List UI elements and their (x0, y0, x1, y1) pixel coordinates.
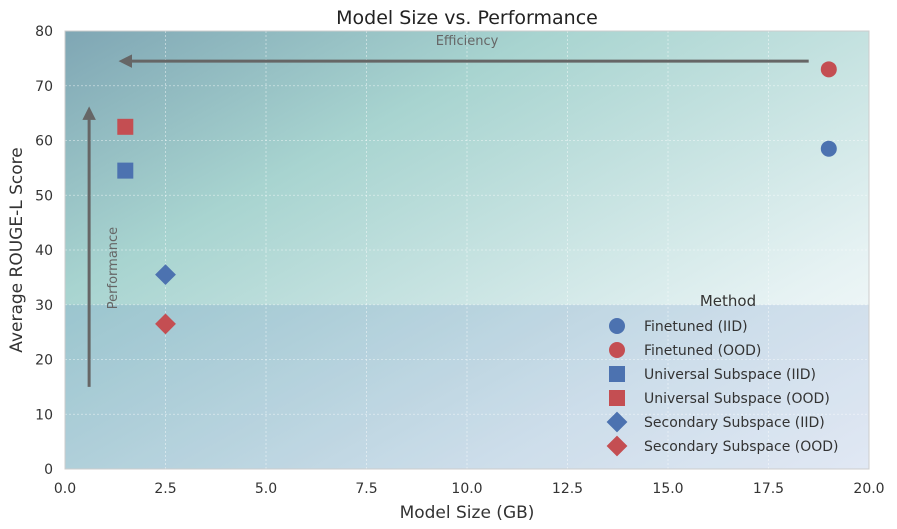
y-tick-label: 10 (35, 407, 53, 423)
plot-border (64, 30, 870, 470)
x-axis-ticks: 0.0 2.5 5.0 7.5 10.0 12.5 15.0 17.5 20.0 (54, 481, 885, 497)
x-axis-title: Model Size (GB) (400, 503, 535, 523)
marker-universal-subspace-ood (117, 118, 134, 135)
x-tick-label: 20.0 (853, 481, 884, 497)
y-axis-title: Average ROUGE-L Score (7, 147, 27, 352)
annotations: Efficiency Performance (82, 34, 809, 387)
x-tick-label: 0.0 (54, 481, 76, 497)
legend-title: Method (700, 292, 756, 310)
marker-finetuned-ood (820, 61, 837, 78)
chart-title: Model Size vs. Performance (336, 7, 598, 29)
x-tick-label: 17.5 (753, 481, 784, 497)
y-tick-label: 0 (44, 462, 53, 478)
marker-secondary-subspace-iid (155, 264, 176, 286)
y-tick-label: 60 (35, 134, 53, 150)
x-tick-label: 12.5 (552, 481, 583, 497)
marker-universal-subspace-iid (117, 162, 134, 179)
efficiency-label: Efficiency (436, 34, 499, 49)
y-tick-label: 40 (35, 243, 53, 259)
legend-marker-secondary-subspace-ood (606, 435, 628, 457)
legend-marker-finetuned-ood (609, 342, 625, 358)
y-tick-label: 20 (35, 353, 53, 369)
x-tick-label: 2.5 (154, 481, 176, 497)
x-tick-label: 15.0 (652, 481, 683, 497)
legend-marker-finetuned-iid (609, 318, 625, 334)
legend-label-secondary-subspace-ood: Secondary Subspace (OOD) (644, 439, 839, 455)
legend-marker-universal-subspace-iid (609, 366, 625, 382)
y-tick-label: 30 (35, 298, 53, 314)
data-markers (117, 61, 837, 335)
legend-label-universal-subspace-ood: Universal Subspace (OOD) (644, 391, 830, 407)
marker-secondary-subspace-ood (155, 313, 176, 335)
performance-label: Performance (106, 227, 121, 309)
legend-label-finetuned-iid: Finetuned (IID) (644, 319, 748, 335)
plot-frame (64, 30, 870, 470)
legend-marker-secondary-subspace-iid (606, 411, 628, 433)
x-tick-label: 10.0 (451, 481, 482, 497)
y-axis-ticks: 0 10 20 30 40 50 60 70 80 (35, 24, 53, 478)
marker-finetuned-iid (820, 140, 837, 157)
legend: Method Finetuned (IID) Finetuned (OOD) Uni… (606, 292, 839, 457)
y-tick-label: 70 (35, 79, 53, 95)
legend-label-universal-subspace-iid: Universal Subspace (IID) (644, 367, 816, 383)
y-tick-label: 50 (35, 188, 53, 204)
legend-marker-universal-subspace-ood (609, 390, 625, 406)
x-tick-label: 5.0 (255, 481, 277, 497)
y-tick-label: 80 (35, 24, 53, 40)
x-tick-label: 7.5 (355, 481, 377, 497)
legend-label-finetuned-ood: Finetuned (OOD) (644, 343, 761, 359)
legend-label-secondary-subspace-iid: Secondary Subspace (IID) (644, 415, 825, 431)
